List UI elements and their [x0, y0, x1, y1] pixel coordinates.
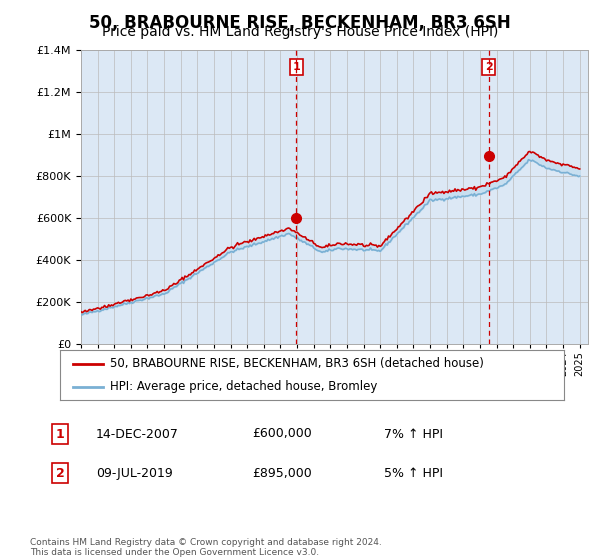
- Text: 1: 1: [56, 427, 64, 441]
- Text: 14-DEC-2007: 14-DEC-2007: [96, 427, 179, 441]
- Text: HPI: Average price, detached house, Bromley: HPI: Average price, detached house, Brom…: [110, 380, 378, 393]
- Text: £895,000: £895,000: [252, 466, 312, 480]
- Text: 5% ↑ HPI: 5% ↑ HPI: [384, 466, 443, 480]
- Text: 7% ↑ HPI: 7% ↑ HPI: [384, 427, 443, 441]
- Text: Price paid vs. HM Land Registry's House Price Index (HPI): Price paid vs. HM Land Registry's House …: [102, 25, 498, 39]
- Text: 1: 1: [293, 62, 301, 72]
- Text: £600,000: £600,000: [252, 427, 312, 441]
- Text: 50, BRABOURNE RISE, BECKENHAM, BR3 6SH (detached house): 50, BRABOURNE RISE, BECKENHAM, BR3 6SH (…: [110, 357, 484, 370]
- Text: 50, BRABOURNE RISE, BECKENHAM, BR3 6SH: 50, BRABOURNE RISE, BECKENHAM, BR3 6SH: [89, 14, 511, 32]
- Text: 2: 2: [56, 466, 64, 480]
- Text: 09-JUL-2019: 09-JUL-2019: [96, 466, 173, 480]
- Text: Contains HM Land Registry data © Crown copyright and database right 2024.
This d: Contains HM Land Registry data © Crown c…: [30, 538, 382, 557]
- Text: 2: 2: [485, 62, 493, 72]
